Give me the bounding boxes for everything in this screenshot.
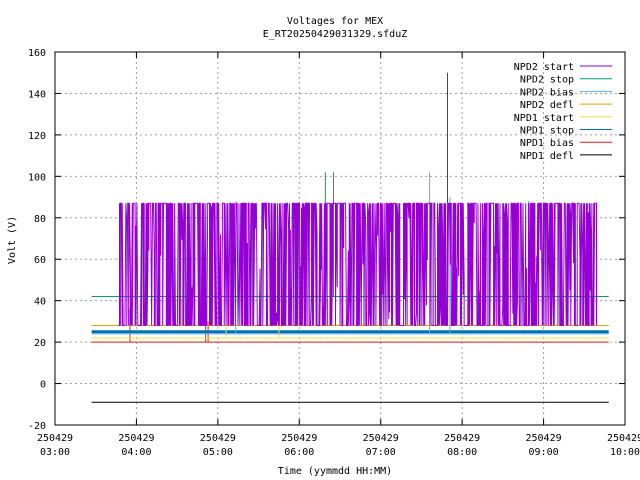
axis-frame (54, 51, 626, 426)
x-tick-date: 250429 (37, 433, 73, 444)
legend-label: NPD2 stop (520, 75, 574, 86)
x-tick-time: 03:00 (40, 447, 70, 458)
y-tick-label: -20 (28, 421, 46, 432)
y-tick-label: 160 (28, 48, 46, 59)
y-tick-label: 120 (28, 131, 46, 142)
legend-label: NPD2 defl (520, 100, 574, 111)
x-axis-label: Time (yymmdd HH:MM) (278, 466, 392, 477)
legend-label: NPD1 start (514, 113, 574, 124)
x-tick-time: 09:00 (529, 447, 559, 458)
plot-area (91, 72, 609, 403)
x-tick-date: 250429 (200, 433, 236, 444)
y-axis-label: Volt (V) (7, 216, 18, 264)
legend-label: NPD1 bias (520, 138, 574, 149)
x-tick-date: 250429 (607, 433, 640, 444)
x-tick-date: 250429 (444, 433, 480, 444)
x-tick-date: 250429 (118, 433, 154, 444)
x-tick-date: 250429 (526, 433, 562, 444)
x-tick-time: 05:00 (203, 447, 233, 458)
y-tick-label: 0 (40, 380, 46, 391)
legend-label: NPD1 defl (520, 151, 574, 162)
x-tick-time: 08:00 (447, 447, 477, 458)
x-tick-time: 07:00 (366, 447, 396, 458)
x-tick-date: 250429 (363, 433, 399, 444)
x-tick-time: 06:00 (284, 447, 314, 458)
legend-label: NPD1 stop (520, 126, 574, 137)
x-tick-time: 10:00 (610, 447, 640, 458)
legend-label: NPD2 bias (520, 87, 574, 98)
series-trace (118, 202, 597, 327)
y-tick-label: 40 (34, 297, 46, 308)
chart-subtitle: E_RT20250429031329.sfduZ (263, 29, 408, 40)
x-tick-date: 250429 (281, 433, 317, 444)
series-npd2-start (118, 72, 597, 327)
chart-title: Voltages for MEX (287, 16, 383, 27)
y-tick-label: 60 (34, 255, 46, 266)
x-tick-time: 04:00 (121, 447, 151, 458)
legend-label: NPD2 start (514, 62, 574, 73)
y-tick-label: 140 (28, 89, 46, 100)
y-tick-label: 100 (28, 172, 46, 183)
y-tick-label: 80 (34, 214, 46, 225)
y-tick-label: 20 (34, 338, 46, 349)
axis-ticks: -20 0 20 40 60 80 100 120 140 160 250429 03:00 25042… (28, 48, 640, 458)
